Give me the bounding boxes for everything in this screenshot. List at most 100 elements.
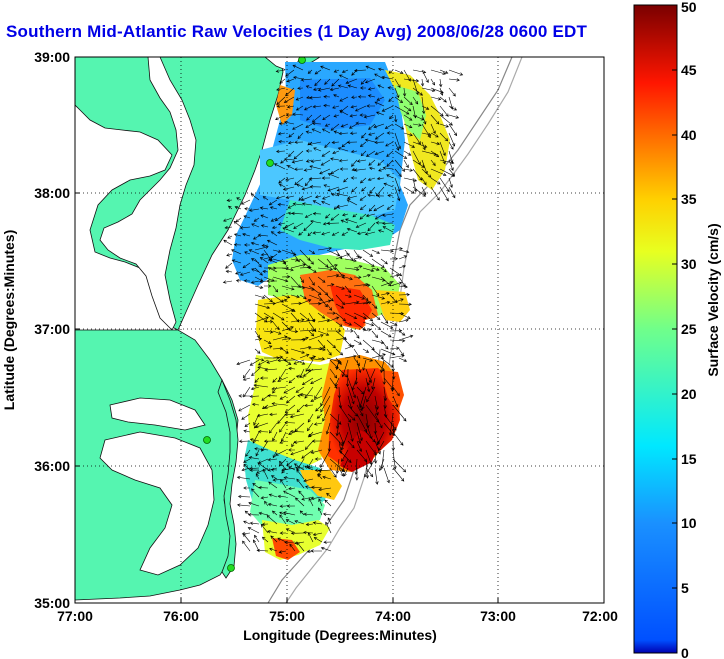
velocity-arrow [374, 404, 379, 416]
velocity-arrow [421, 168, 432, 178]
velocity-arrow [317, 312, 326, 319]
velocity-arrow [388, 96, 394, 103]
velocity-arrow [364, 231, 376, 236]
velocity-arrow [264, 404, 278, 410]
velocity-arrow [403, 150, 412, 156]
velocity-arrow [242, 368, 251, 379]
velocity-arrow [326, 221, 340, 225]
velocity-arrow [259, 376, 269, 380]
velocity-arrow [371, 353, 386, 359]
velocity-arrow [274, 213, 286, 222]
velocity-arrow [224, 225, 233, 230]
velocity-arrow [252, 431, 260, 444]
colorbar-tick-label: 25 [681, 321, 697, 337]
velocity-arrow [355, 121, 367, 125]
velocity-arrow [236, 197, 242, 201]
velocity-arrow [448, 114, 460, 119]
velocity-arrow [320, 159, 331, 166]
velocity-arrow [341, 69, 349, 73]
velocity-arrow [421, 141, 426, 151]
x-tick-label: 76:00 [163, 608, 199, 624]
velocity-arrow [263, 294, 273, 303]
velocity-arrow [225, 262, 233, 269]
velocity-arrow [304, 440, 314, 450]
velocity-arrow [398, 292, 410, 297]
velocity-arrow [421, 186, 427, 196]
velocity-arrow [326, 283, 335, 287]
velocity-arrow [339, 167, 348, 171]
velocity-arrow [376, 431, 385, 446]
velocity-arrow [356, 404, 364, 417]
velocity-arrow [321, 150, 331, 157]
velocity-arrow [283, 490, 296, 498]
velocity-arrow [398, 318, 410, 323]
velocity-arrow [251, 488, 260, 498]
velocity-arrow [412, 78, 419, 96]
velocity-arrow [290, 249, 300, 263]
velocity-arrow [368, 132, 376, 136]
velocity-arrow [288, 366, 296, 371]
velocity-arrow [285, 195, 295, 199]
velocity-arrow [344, 294, 352, 298]
velocity-arrow [341, 458, 349, 473]
velocity-arrow [271, 402, 287, 406]
velocity-arrow [329, 467, 337, 478]
velocity-arrow [244, 207, 251, 211]
velocity-arrow [309, 165, 322, 170]
velocity-arrow [261, 243, 269, 248]
velocity-arrow [278, 183, 286, 188]
velocity-arrow [303, 222, 313, 232]
velocity-arrow [267, 458, 278, 462]
velocity-arrow [291, 159, 304, 164]
velocity-arrow [338, 404, 351, 423]
velocity-arrow [272, 285, 279, 293]
velocity-arrow [361, 132, 367, 139]
velocity-arrow [333, 114, 340, 118]
velocity-arrow [394, 159, 406, 172]
velocity-arrow [371, 377, 376, 390]
velocity-arrow [356, 440, 362, 453]
velocity-arrow [275, 195, 286, 200]
velocity-arrow [344, 285, 352, 294]
velocity-arrow [326, 339, 336, 349]
velocity-arrow [294, 140, 304, 144]
velocity-arrow [263, 330, 274, 334]
velocity-arrow [288, 448, 295, 452]
velocity-arrow [277, 413, 287, 424]
velocity-arrow [288, 132, 295, 138]
velocity-arrow [257, 359, 269, 366]
velocity-arrow [341, 359, 349, 378]
velocity-arrow [349, 131, 358, 135]
velocity-arrow [293, 76, 304, 80]
velocity-arrow [430, 132, 439, 138]
velocity-arrow [296, 183, 304, 188]
velocity-arrow [403, 141, 416, 148]
velocity-arrow [298, 490, 305, 498]
velocity-arrow [324, 78, 331, 85]
velocity-arrow [305, 85, 313, 89]
velocity-arrow [373, 449, 378, 464]
velocity-arrow [279, 422, 287, 433]
velocity-arrow [390, 377, 395, 392]
velocity-arrow [364, 78, 376, 84]
velocity-arrow [388, 413, 394, 436]
colorbar [633, 4, 678, 654]
velocity-arrow [272, 377, 278, 383]
velocity-arrow [353, 339, 362, 345]
velocity-arrow [312, 231, 322, 235]
velocity-arrow [231, 259, 242, 264]
velocity-arrow [305, 149, 313, 153]
velocity-arrow [353, 256, 363, 260]
velocity-arrow [308, 334, 324, 341]
velocity-arrow [279, 78, 286, 84]
velocity-arrow [286, 504, 296, 508]
velocity-arrow [324, 499, 332, 507]
velocity-arrow [448, 87, 456, 97]
velocity-arrow [394, 186, 401, 202]
velocity-arrow [260, 496, 269, 500]
velocity-arrow [448, 105, 458, 111]
velocity-arrow [346, 227, 358, 233]
velocity-arrow [262, 196, 269, 201]
velocity-arrow [324, 141, 331, 149]
velocity-arrow [448, 132, 456, 147]
